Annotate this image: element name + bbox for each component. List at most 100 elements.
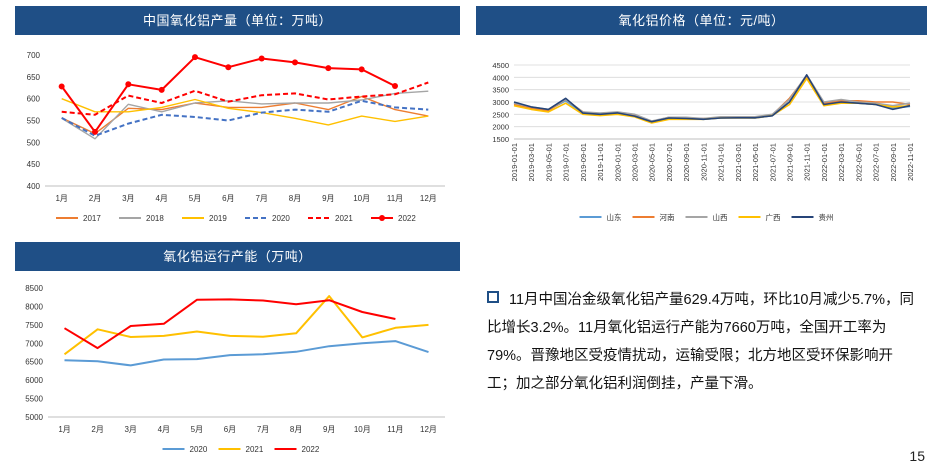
- data-point-2022: [58, 83, 65, 90]
- data-point-2022: [392, 83, 398, 90]
- x-tick-label: 11月: [387, 425, 403, 434]
- y-tick-label: 500: [27, 138, 41, 147]
- x-tick-label: 2020-07-01: [665, 143, 674, 181]
- series-line-2019: [61, 98, 429, 126]
- x-tick-label: 3月: [122, 194, 134, 203]
- x-tick-label: 2022-01-01: [820, 143, 829, 181]
- x-tick-label: 2021-05-01: [751, 143, 760, 181]
- x-tick-label: 1月: [58, 425, 70, 434]
- x-tick-label: 2021-07-01: [768, 143, 777, 181]
- x-tick-label: 2019-05-01: [544, 143, 553, 181]
- legend-label-2021: 2021: [335, 214, 353, 223]
- data-point-2022: [92, 128, 98, 135]
- bullet-square-icon: [487, 291, 499, 303]
- x-tick-label: 6月: [224, 425, 236, 434]
- x-tick-label: 2022-03-01: [837, 143, 846, 181]
- y-tick-label: 7500: [25, 321, 43, 330]
- y-tick-label: 1500: [492, 135, 509, 144]
- x-tick-label: 2月: [89, 194, 101, 203]
- x-tick-label: 4月: [158, 425, 170, 434]
- y-tick-label: 450: [27, 160, 41, 169]
- y-tick-label: 3500: [492, 86, 509, 95]
- x-tick-label: 10月: [354, 425, 371, 434]
- series-line-河南: [513, 75, 911, 123]
- y-tick-label: 700: [27, 51, 41, 60]
- series-line-2021: [63, 295, 429, 356]
- x-tick-label: 2020-01-01: [613, 143, 622, 181]
- y-tick-label: 6000: [25, 376, 43, 385]
- legend-label-2019: 2019: [209, 214, 227, 223]
- x-tick-label: 2019-09-01: [579, 143, 588, 181]
- y-tick-label: 5000: [25, 413, 43, 422]
- x-tick-label: 2020-03-01: [631, 143, 640, 181]
- data-point-2022: [358, 66, 365, 73]
- x-tick-label: 2021-09-01: [785, 143, 794, 181]
- x-tick-label: 10月: [353, 194, 370, 203]
- x-tick-label: 5月: [191, 425, 203, 434]
- series-line-贵州: [513, 74, 911, 123]
- series-line-山东: [513, 75, 911, 123]
- x-tick-label: 2019-07-01: [562, 143, 571, 181]
- data-point-2022: [192, 54, 198, 61]
- x-tick-label: 2020-09-01: [682, 143, 691, 181]
- chart-title: 中国氧化铝产量（单位：万吨）: [15, 6, 460, 35]
- x-tick-label: 2022-11-01: [906, 143, 915, 181]
- data-point-2022: [225, 64, 232, 71]
- y-tick-label: 5500: [25, 395, 43, 404]
- x-tick-label: 8月: [289, 194, 301, 203]
- series-line-2022: [63, 298, 396, 350]
- summary-note: 11月中国冶金级氧化铝产量629.4万吨，环比10月减少5.7%，同比增长3.2…: [487, 286, 917, 398]
- alumina-capacity-plot: 5000 5500 6000 6500 7000 7500 8000 8500 1月 2月 3月 4月…: [25, 284, 445, 454]
- x-tick-label: 3月: [124, 425, 136, 434]
- x-tick-label: 2020-05-01: [648, 143, 657, 181]
- y-tick-label: 600: [27, 95, 41, 104]
- data-point-2022: [125, 81, 132, 88]
- alumina-output-chart: 中国氧化铝产量（单位：万吨） 400 450 500 550 600 650 700 1月 2月…: [15, 6, 460, 236]
- x-tick-label: 6月: [222, 194, 234, 203]
- legend-label-河南: 河南: [660, 212, 675, 222]
- x-tick-label: 2021-03-01: [734, 143, 743, 181]
- y-tick-label: 6500: [25, 358, 43, 367]
- x-tick-label: 9月: [323, 425, 335, 434]
- series-line-2021: [61, 81, 429, 116]
- x-tick-label: 1月: [55, 194, 67, 203]
- x-tick-label: 2022-09-01: [889, 143, 898, 181]
- chart-title: 氧化铝价格（单位：元/吨）: [476, 6, 927, 35]
- x-tick-label: 2月: [91, 425, 103, 434]
- legend-label-2021: 2021: [246, 445, 264, 454]
- legend-label-贵州: 贵州: [819, 212, 834, 222]
- x-tick-label: 2022-07-01: [872, 143, 881, 181]
- y-tick-label: 4500: [492, 61, 509, 70]
- x-tick-label: 2021-11-01: [803, 143, 812, 181]
- legend-label-2022: 2022: [302, 445, 320, 454]
- y-tick-label: 3000: [492, 98, 509, 107]
- y-tick-label: 400: [27, 182, 41, 191]
- chart-title: 氧化铝运行产能（万吨）: [15, 242, 460, 271]
- page-number: 15: [909, 448, 925, 464]
- x-tick-label: 2019-11-01: [596, 143, 605, 181]
- y-tick-label: 2000: [492, 123, 509, 132]
- x-tick-label: 2022-05-01: [854, 143, 863, 181]
- series-line-2020: [64, 340, 429, 367]
- y-tick-label: 2500: [492, 110, 509, 119]
- legend-label-2018: 2018: [146, 214, 164, 223]
- data-point-2022: [258, 55, 265, 62]
- series-line-2018: [61, 90, 429, 140]
- x-tick-label: 12月: [420, 425, 437, 434]
- y-tick-label: 8000: [25, 302, 43, 311]
- y-tick-label: 650: [27, 73, 41, 82]
- legend-label-2020: 2020: [272, 214, 290, 223]
- x-tick-label: 2019-01-01: [510, 143, 519, 181]
- x-tick-label: 7月: [255, 194, 267, 203]
- legend-label-广西: 广西: [766, 212, 781, 222]
- x-tick-label: 11月: [387, 194, 403, 203]
- legend-label-山东: 山东: [607, 212, 622, 222]
- y-tick-label: 7000: [25, 339, 43, 348]
- legend-label-2022: 2022: [398, 214, 416, 223]
- x-tick-label: 2021-01-01: [717, 143, 726, 181]
- x-tick-label: 5月: [189, 194, 201, 203]
- y-tick-label: 8500: [25, 284, 43, 293]
- legend-label-2020: 2020: [190, 445, 208, 454]
- alumina-capacity-chart: 氧化铝运行产能（万吨） 5000 5500 6000 6500 7000 7500 8000…: [15, 242, 460, 456]
- x-tick-label: 4月: [155, 194, 167, 203]
